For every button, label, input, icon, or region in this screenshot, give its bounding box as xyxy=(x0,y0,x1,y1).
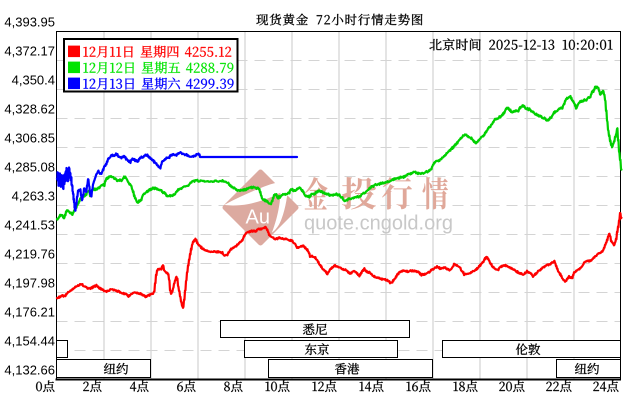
svg-text:4,372.17: 4,372.17 xyxy=(4,43,55,58)
svg-text:4,393.95: 4,393.95 xyxy=(4,14,55,29)
svg-text:4,241.53: 4,241.53 xyxy=(4,217,55,232)
svg-text:4,350.4: 4,350.4 xyxy=(12,72,55,87)
svg-text:4,219.76: 4,219.76 xyxy=(4,246,55,261)
svg-text:4,176.21: 4,176.21 xyxy=(4,304,55,319)
svg-text:4,285.08: 4,285.08 xyxy=(4,159,55,174)
svg-text:4,328.62: 4,328.62 xyxy=(4,101,55,116)
svg-text:4,132.66: 4,132.66 xyxy=(4,362,55,377)
svg-text:4,197.98: 4,197.98 xyxy=(4,275,55,290)
svg-text:4,306.85: 4,306.85 xyxy=(4,130,55,145)
svg-text:quote.cngold.org: quote.cngold.org xyxy=(304,213,453,235)
svg-text:4,154.44: 4,154.44 xyxy=(4,333,55,348)
svg-text:4,263.3: 4,263.3 xyxy=(12,188,55,203)
svg-text:Au: Au xyxy=(246,207,270,229)
